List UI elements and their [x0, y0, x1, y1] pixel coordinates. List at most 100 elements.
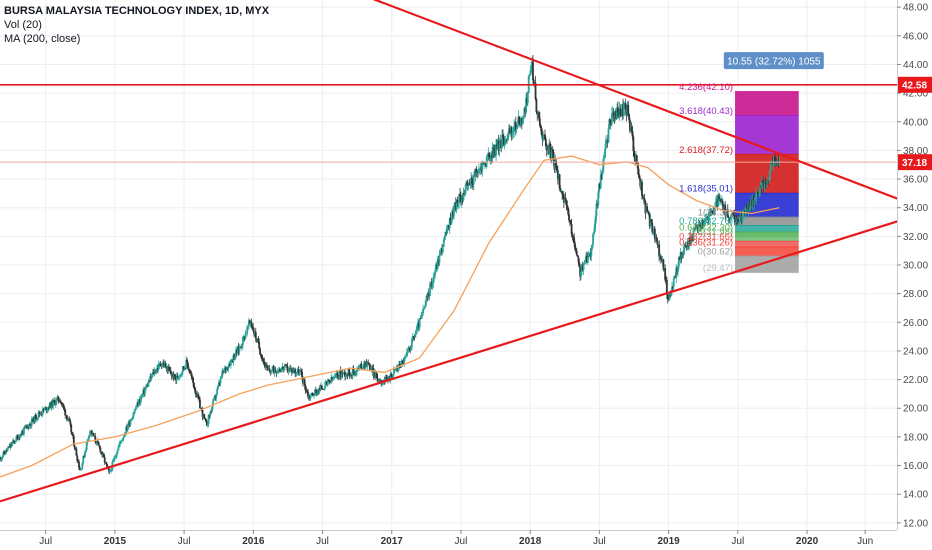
candle-body	[458, 194, 461, 203]
candle-body	[82, 456, 85, 464]
candle-body	[586, 257, 589, 263]
price-axis[interactable]: 12.00 14.00 16.00 18.00 20.00 22.00 24.00 26.00…	[897, 0, 932, 550]
candle-body	[238, 347, 241, 352]
candle-body	[577, 256, 580, 263]
candle-body	[371, 367, 374, 369]
candle-body	[15, 436, 18, 442]
y-tick-label: 40.00	[903, 117, 928, 128]
legend-moving-average[interactable]: MA (200, close)	[4, 33, 81, 45]
candle-body	[86, 439, 89, 443]
candle-body	[538, 118, 541, 126]
candle-body	[758, 190, 761, 197]
candle-body	[141, 394, 144, 396]
candle-body	[565, 200, 568, 206]
candle-body	[132, 415, 134, 419]
candle-body	[566, 205, 569, 208]
candle-body	[366, 362, 369, 367]
candle-body	[651, 222, 654, 233]
candle-body	[129, 420, 132, 425]
fib-zone	[735, 232, 799, 237]
candle-body	[489, 158, 491, 161]
candle-body	[556, 167, 558, 172]
legend-volume[interactable]: Vol (20)	[4, 19, 42, 31]
candle-body	[328, 380, 331, 382]
time-axis[interactable]: Jul 2015 Jul 2016 Jul 2017 Jul 2018 Jul 2019 Jul 20…	[0, 530, 932, 550]
candle-body	[260, 356, 263, 359]
candle-body	[472, 175, 475, 185]
candle-body	[587, 255, 590, 258]
candle-body	[623, 103, 625, 116]
y-tick-label: 18.00	[903, 432, 928, 443]
candle-body	[729, 217, 732, 220]
candle-body	[96, 441, 99, 443]
candle-body	[711, 210, 714, 213]
candle-body	[11, 440, 14, 444]
candle-body	[727, 217, 730, 219]
candle-body	[257, 338, 260, 343]
candle-body	[570, 224, 573, 235]
candle-body	[501, 135, 503, 148]
candle-body	[209, 411, 212, 417]
candle-body	[453, 206, 455, 216]
candle-body	[532, 80, 535, 85]
candle-body	[122, 436, 125, 439]
candle-body	[689, 237, 691, 242]
candle-body	[446, 225, 449, 234]
fib-labels: 4.236(42.10) 3.618(40.43) 2.618(37.72) 1.61…	[679, 82, 733, 274]
candle-body	[456, 200, 459, 204]
candle-body	[112, 460, 115, 462]
measure-tag-text: 10.55 (32.72%) 1055	[727, 57, 821, 68]
candle-body	[418, 318, 421, 328]
candle-body	[63, 407, 66, 410]
candle-body	[423, 306, 426, 309]
candle-body	[658, 244, 661, 257]
candle-body	[635, 155, 638, 165]
candle-body	[424, 300, 427, 307]
candle-body	[617, 107, 619, 113]
candle-body	[120, 440, 123, 442]
candle-body	[507, 133, 509, 141]
candle-body	[390, 373, 393, 377]
plot-area[interactable]	[0, 55, 897, 478]
candle-body	[538, 112, 540, 119]
candle-body	[685, 246, 688, 248]
candle-body	[641, 195, 644, 199]
candle-body	[228, 364, 231, 368]
candles	[0, 55, 781, 474]
x-tick-label: Jul	[731, 536, 744, 547]
candle-body	[89, 430, 92, 436]
y-tick-label: 48.00	[903, 3, 928, 14]
candle-body	[207, 415, 210, 424]
candle-body	[571, 234, 574, 237]
candle-body	[70, 424, 73, 433]
candle-body	[64, 409, 67, 416]
candle-body	[580, 271, 582, 277]
fib-extension[interactable]	[735, 91, 799, 274]
candle-body	[283, 367, 285, 370]
upper-trendline[interactable]	[368, 0, 915, 206]
candle-body	[530, 69, 533, 71]
candle-body	[414, 333, 417, 338]
candle-body	[469, 184, 472, 186]
candle-body	[762, 180, 764, 183]
candle-body	[605, 140, 607, 149]
candle-body	[97, 442, 100, 446]
lower-trendline[interactable]	[0, 215, 914, 503]
candle-body	[753, 200, 756, 205]
candle-body	[675, 267, 678, 278]
candle-body	[763, 182, 766, 190]
candle-body	[540, 128, 543, 135]
candle-body	[732, 214, 735, 216]
y-tick-label: 20.00	[903, 404, 928, 415]
candle-body	[518, 116, 521, 124]
candle-body	[498, 143, 501, 151]
measure-tag[interactable]: 10.55 (32.72%) 1055	[723, 52, 824, 70]
candle-body	[332, 378, 335, 379]
candle-body	[395, 368, 398, 371]
candle-body	[201, 409, 204, 418]
candle-body	[114, 456, 117, 458]
candle-body	[197, 393, 200, 399]
candle-body	[433, 275, 436, 278]
candle-body	[323, 388, 326, 390]
